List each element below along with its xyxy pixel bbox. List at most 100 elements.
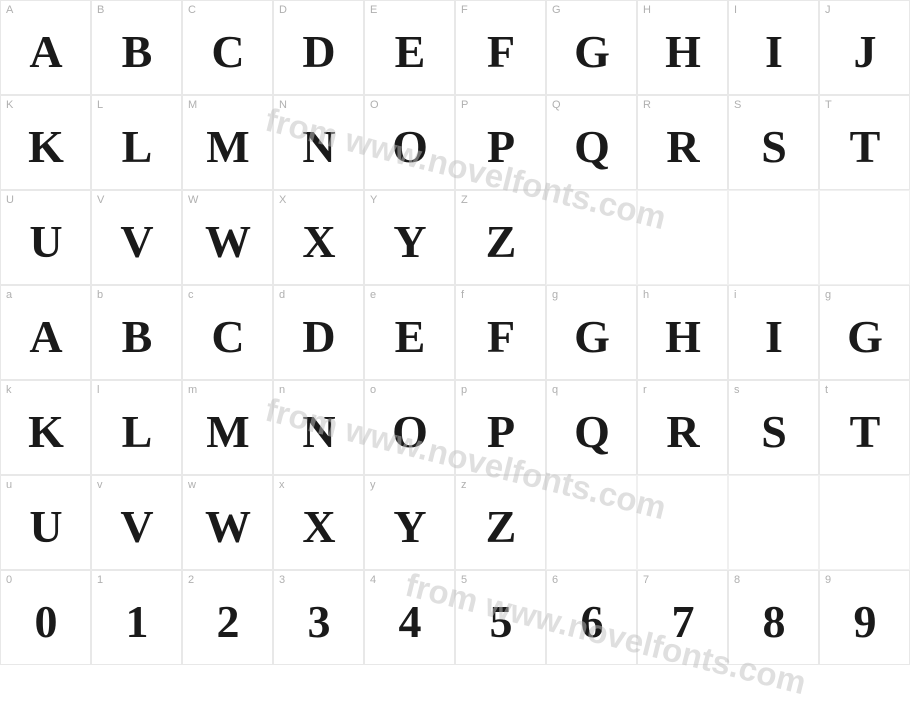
cell-label: D [279, 4, 287, 16]
character-cell: kK [0, 380, 91, 475]
cell-label: M [188, 99, 197, 111]
character-cell: mM [182, 380, 273, 475]
character-cell: 77 [637, 570, 728, 665]
cell-glyph: Y [393, 500, 425, 553]
cell-label: v [97, 479, 103, 491]
character-cell: GG [546, 0, 637, 95]
cell-label: H [643, 4, 651, 16]
cell-glyph: 0 [35, 595, 57, 648]
cell-label: G [552, 4, 561, 16]
cell-glyph: J [854, 25, 876, 78]
cell-glyph: G [574, 25, 609, 78]
cell-glyph: I [765, 25, 782, 78]
character-cell: FF [455, 0, 546, 95]
character-cell [637, 190, 728, 285]
cell-glyph: M [206, 120, 248, 173]
cell-label: 9 [825, 574, 831, 586]
cell-label: U [6, 194, 14, 206]
cell-label: g [825, 289, 831, 301]
cell-glyph: 5 [490, 595, 512, 648]
cell-glyph: Q [574, 120, 609, 173]
cell-label: e [370, 289, 376, 301]
cell-label: A [6, 4, 13, 16]
character-cell: YY [364, 190, 455, 285]
character-cell: lL [91, 380, 182, 475]
character-cell: QQ [546, 95, 637, 190]
character-cell: 99 [819, 570, 910, 665]
cell-label: 0 [6, 574, 12, 586]
cell-label: g [552, 289, 558, 301]
character-cell: gG [546, 285, 637, 380]
cell-glyph: V [120, 215, 152, 268]
character-cell: NN [273, 95, 364, 190]
character-cell: pP [455, 380, 546, 475]
character-cell: 33 [273, 570, 364, 665]
character-cell [546, 475, 637, 570]
cell-label: h [643, 289, 649, 301]
cell-label: b [97, 289, 103, 301]
character-cell: aA [0, 285, 91, 380]
character-cell [728, 475, 819, 570]
character-cell: KK [0, 95, 91, 190]
cell-label: 5 [461, 574, 467, 586]
cell-glyph: L [122, 120, 152, 173]
cell-glyph: O [392, 405, 427, 458]
cell-glyph: X [302, 500, 334, 553]
cell-glyph: F [487, 310, 514, 363]
cell-label: W [188, 194, 198, 206]
cell-glyph: 6 [581, 595, 603, 648]
cell-label: E [370, 4, 377, 16]
cell-glyph: B [122, 25, 152, 78]
character-cell: LL [91, 95, 182, 190]
character-cell: EE [364, 0, 455, 95]
character-cell: wW [182, 475, 273, 570]
character-cell: xX [273, 475, 364, 570]
character-cell: tT [819, 380, 910, 475]
character-cell [819, 475, 910, 570]
cell-glyph: L [122, 405, 152, 458]
character-cell: AA [0, 0, 91, 95]
cell-label: B [97, 4, 104, 16]
grid-row: kKlLmMnNoOpPqQrRsStT [0, 380, 911, 475]
character-map-grid: AABBCCDDEEFFGGHHIIJJKKLLMMNNOOPPQQRRSSTT… [0, 0, 911, 665]
cell-glyph: C [211, 310, 243, 363]
cell-glyph: 8 [763, 595, 785, 648]
cell-glyph: Q [574, 405, 609, 458]
cell-label: x [279, 479, 285, 491]
character-cell [819, 190, 910, 285]
character-cell: 11 [91, 570, 182, 665]
cell-glyph: Z [486, 500, 516, 553]
character-cell: dD [273, 285, 364, 380]
cell-label: k [6, 384, 12, 396]
cell-label: V [97, 194, 104, 206]
cell-glyph: A [29, 310, 61, 363]
cell-label: Z [461, 194, 468, 206]
character-cell: 88 [728, 570, 819, 665]
cell-label: t [825, 384, 828, 396]
character-cell: sS [728, 380, 819, 475]
cell-label: n [279, 384, 285, 396]
grid-row: aAbBcCdDeEfFgGhHiIgG [0, 285, 911, 380]
cell-glyph: N [302, 120, 334, 173]
character-cell: nN [273, 380, 364, 475]
cell-glyph: U [29, 215, 61, 268]
character-cell: qQ [546, 380, 637, 475]
cell-label: 1 [97, 574, 103, 586]
cell-glyph: O [392, 120, 427, 173]
character-cell: cC [182, 285, 273, 380]
cell-label: R [643, 99, 651, 111]
character-cell: bB [91, 285, 182, 380]
cell-glyph: F [487, 25, 514, 78]
cell-glyph: 9 [854, 595, 876, 648]
character-cell: oO [364, 380, 455, 475]
cell-glyph: V [120, 500, 152, 553]
character-cell: iI [728, 285, 819, 380]
cell-glyph: I [765, 310, 782, 363]
character-cell: DD [273, 0, 364, 95]
cell-label: 6 [552, 574, 558, 586]
cell-glyph: H [665, 310, 700, 363]
cell-glyph: Z [486, 215, 516, 268]
character-cell: 44 [364, 570, 455, 665]
cell-glyph: U [29, 500, 61, 553]
character-cell: rR [637, 380, 728, 475]
